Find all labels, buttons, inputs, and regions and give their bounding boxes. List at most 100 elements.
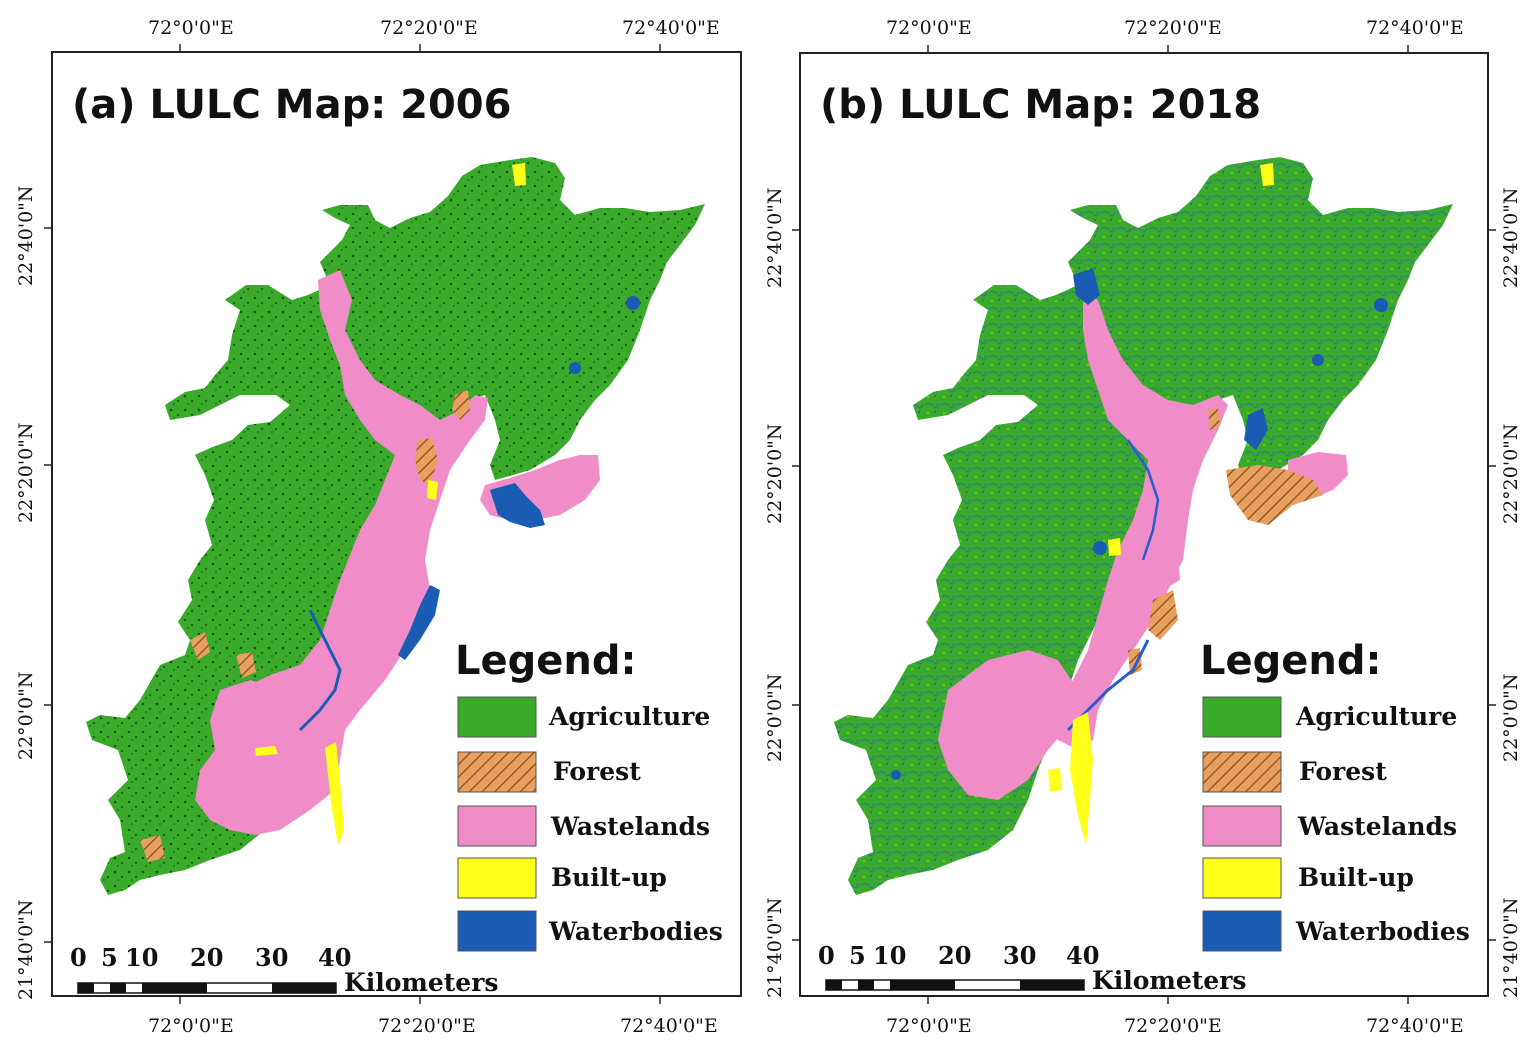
scale-segment — [110, 983, 126, 993]
scale-tick-label: 10 — [125, 943, 158, 972]
scale-tick-label: 40 — [1066, 941, 1099, 970]
builtup-patch — [1260, 163, 1274, 186]
legend-swatch-agriculture — [1202, 696, 1282, 738]
lulc-map-2018-panel: (b) LULC Map: 2018 Legend: Agriculture F… — [764, 17, 1522, 1037]
legend-item-waterbodies: Waterbodies — [457, 910, 723, 952]
scale-segment — [272, 983, 336, 993]
scale-segment — [142, 983, 207, 993]
forest-patch — [1226, 465, 1323, 525]
builtup-patch — [427, 480, 438, 500]
lat-label: 22°40'0"N — [764, 187, 786, 288]
legend-item-builtup: Built-up — [457, 857, 667, 899]
scale-segment — [826, 980, 842, 990]
legend-label: Waterbodies — [548, 917, 723, 946]
lat-label: 21°40'0"N — [1500, 897, 1522, 998]
scale-unit-label: Kilometers — [344, 968, 498, 997]
map-title: (a) LULC Map: 2006 — [72, 82, 511, 128]
legend-swatch-waterbodies — [457, 910, 537, 952]
lon-label: 72°0'0"E — [886, 17, 972, 39]
scale-segment — [858, 980, 874, 990]
builtup-patch — [325, 742, 344, 845]
legend-label: Agriculture — [548, 702, 710, 731]
lat-label: 22°20'0"N — [1500, 423, 1522, 524]
legend-label: Wastelands — [550, 812, 710, 841]
legend-swatch-agriculture — [457, 696, 537, 738]
legend-item-agriculture: Agriculture — [457, 696, 710, 738]
latitude-labels: 22°40'0"N 22°20'0"N 22°0'0"N 21°40'0"N — [15, 185, 37, 1000]
lon-label: 72°0'0"E — [886, 1015, 972, 1037]
legend-item-forest: Forest — [457, 751, 641, 793]
legend-swatch-builtup — [1202, 857, 1282, 899]
legend-title: Legend: — [1200, 638, 1381, 684]
scale-bar: 0 5 10 20 30 40 Kilometers — [70, 943, 498, 997]
waterbody-river — [1126, 439, 1160, 561]
legend: Legend: Agriculture Forest Wastelands Bu… — [1200, 638, 1470, 952]
lon-label: 72°20'0"E — [380, 17, 478, 39]
scale-tick-label: 30 — [1003, 941, 1036, 970]
scale-tick-label: 10 — [873, 941, 906, 970]
waterbody-tank — [626, 296, 640, 310]
map-title: (b) LULC Map: 2018 — [820, 82, 1261, 128]
lon-label: 72°0'0"E — [148, 1015, 234, 1037]
legend-swatch-wastelands — [457, 805, 537, 847]
wastelands-area — [1048, 290, 1228, 750]
legend-swatch-forest — [1202, 751, 1282, 793]
scale-tick-label: 5 — [849, 941, 866, 970]
forest-patch — [1128, 648, 1142, 675]
latitude-labels-left: 22°40'0"N 22°20'0"N 22°0'0"N 21°40'0"N — [764, 187, 786, 998]
graticule-ticks — [44, 44, 661, 1004]
lat-label: 22°40'0"N — [15, 185, 37, 286]
scale-tick-label: 0 — [818, 941, 835, 970]
lat-label: 22°0'0"N — [15, 672, 37, 760]
legend-item-wastelands: Wastelands — [457, 805, 710, 847]
lat-label: 21°40'0"N — [764, 897, 786, 998]
lat-label: 22°40'0"N — [1500, 187, 1522, 288]
forest-patch — [140, 835, 165, 862]
waterbody-tank — [1312, 354, 1324, 366]
legend-label: Built-up — [551, 863, 667, 892]
scale-tick-label: 20 — [938, 941, 971, 970]
waterbody-coast — [398, 585, 440, 660]
scale-tick-label: 30 — [255, 943, 288, 972]
lon-label: 72°20'0"E — [1124, 1015, 1222, 1037]
legend-swatch-forest — [457, 751, 537, 793]
wastelands-area-south — [938, 650, 1078, 800]
longitude-labels-top: 72°0'0"E 72°20'0"E 72°40'0"E — [886, 17, 1464, 39]
legend-label: Wastelands — [1297, 812, 1457, 841]
scale-segment — [890, 980, 955, 990]
lon-label: 72°0'0"E — [148, 17, 234, 39]
legend-label: Agriculture — [1295, 702, 1457, 731]
scale-tick-label: 5 — [101, 943, 118, 972]
lulc-map-2006-panel: (a) LULC Map: 2006 Legend: Agriculture F… — [15, 17, 742, 1037]
legend-item-agriculture: Agriculture — [1202, 696, 1457, 738]
lon-label: 72°20'0"E — [378, 1015, 476, 1037]
waterbody-tank — [1093, 541, 1107, 555]
scale-tick-label: 20 — [190, 943, 223, 972]
waterbody-east-bay — [490, 483, 545, 528]
legend-item-wastelands: Wastelands — [1202, 805, 1457, 847]
waterbody-coast — [1073, 268, 1100, 305]
builtup-patch — [255, 746, 278, 756]
latitude-labels-right: 22°40'0"N 22°20'0"N 22°0'0"N 21°40'0"N — [1500, 187, 1522, 998]
scale-bar: 0 5 10 20 30 40 Kilometers — [818, 941, 1246, 995]
wastelands-area-south — [210, 680, 310, 775]
lon-label: 72°20'0"E — [1124, 17, 1222, 39]
forest-patch — [415, 438, 438, 485]
lon-label: 72°40'0"E — [1366, 17, 1464, 39]
lulc-land-area — [86, 157, 705, 895]
waterbody-river — [298, 609, 342, 732]
legend-swatch-builtup — [457, 857, 537, 899]
lat-label: 21°40'0"N — [15, 899, 37, 1000]
legend-label: Forest — [1299, 757, 1387, 786]
scale-unit-label: Kilometers — [1092, 966, 1246, 995]
forest-patch — [452, 390, 470, 420]
lat-label: 22°20'0"N — [15, 422, 37, 523]
lulc-land-area — [834, 157, 1453, 895]
scale-segment — [78, 983, 94, 993]
builtup-patch — [1108, 538, 1121, 556]
legend-item-builtup: Built-up — [1202, 857, 1414, 899]
legend-swatch-waterbodies — [1202, 910, 1282, 952]
lon-label: 72°40'0"E — [622, 17, 720, 39]
lon-label: 72°40'0"E — [620, 1015, 718, 1037]
